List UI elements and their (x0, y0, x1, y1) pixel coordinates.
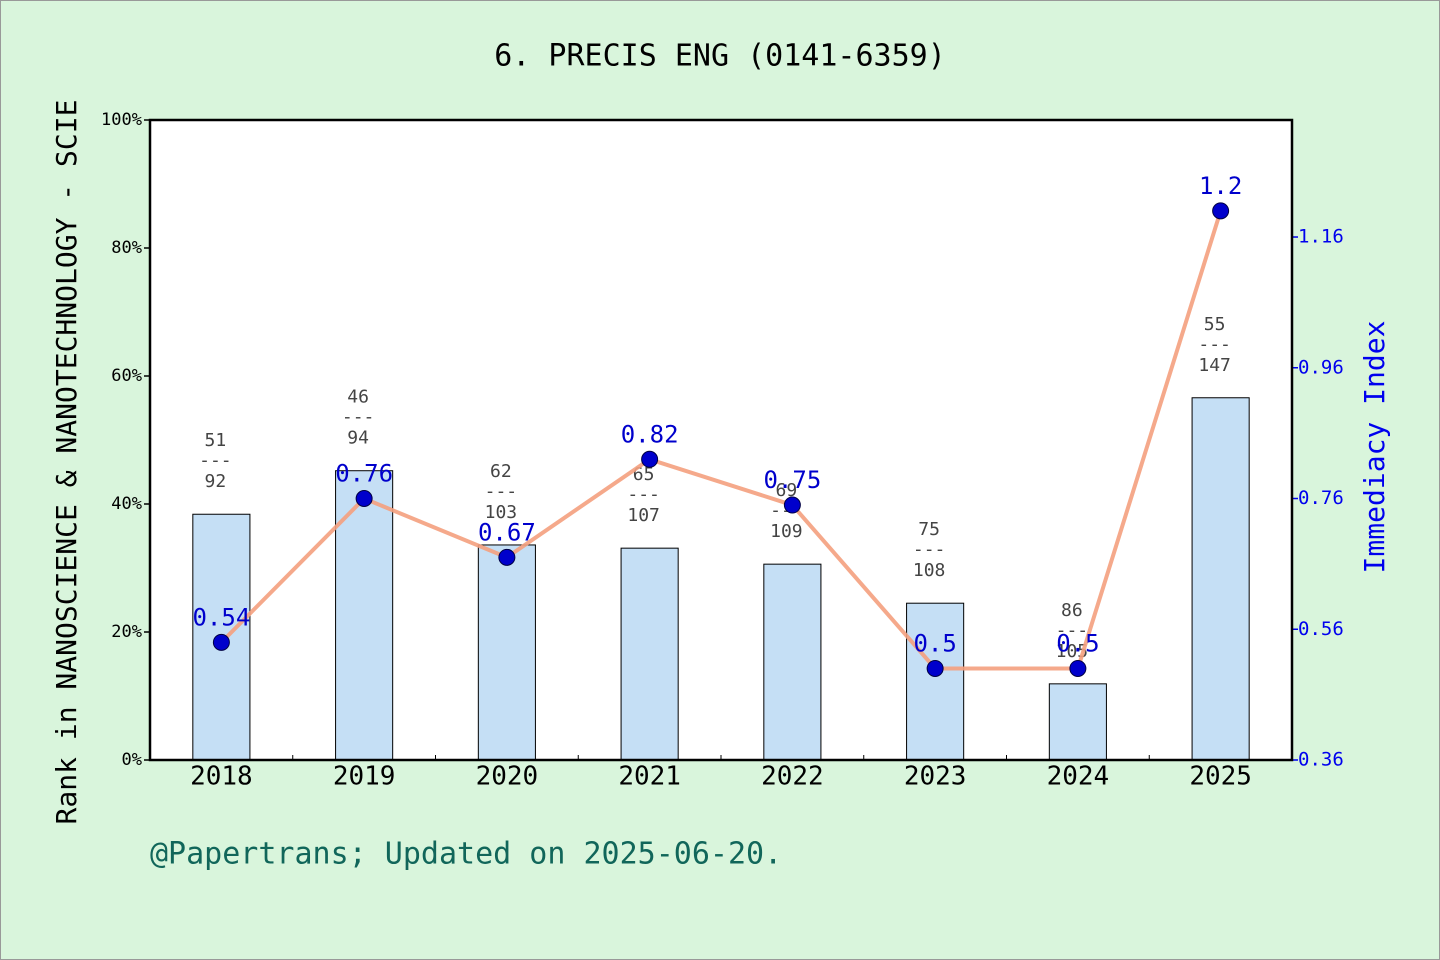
x-tick-label: 2020 (476, 762, 539, 792)
y-tick-label: 100% (101, 110, 142, 130)
bar (477, 544, 536, 761)
plot-frame (148, 118, 1294, 762)
rank-separator: --- (199, 450, 232, 471)
line-marker (1212, 202, 1230, 220)
chart-title: 6. PRECIS ENG (0141-6359) (494, 39, 946, 74)
y2-tick-label: 1.16 (1298, 226, 1344, 248)
bar (1048, 683, 1107, 761)
y2-axis-label: Immediacy Index (1358, 321, 1391, 574)
total-label: 108 (913, 560, 946, 581)
y-tick-label: 80% (111, 238, 142, 258)
line-marker (498, 548, 516, 566)
line-marker (641, 450, 659, 468)
x-tick-label: 2025 (1189, 762, 1252, 792)
total-label: 103 (485, 502, 518, 523)
line-marker (212, 633, 230, 651)
value-label: 0.5 (1056, 629, 1099, 657)
rank-separator: --- (913, 539, 946, 560)
rank-separator: --- (1198, 334, 1231, 355)
plot-area (150, 120, 1292, 760)
rank-separator: --- (342, 407, 375, 428)
line-marker (1069, 659, 1087, 677)
bar (335, 470, 394, 761)
value-label: 1.2 (1199, 172, 1242, 200)
rank-separator: --- (485, 481, 518, 502)
line-marker (926, 659, 944, 677)
x-tick-label: 2023 (904, 762, 967, 792)
y-tick-label: 60% (111, 366, 142, 386)
bar (763, 563, 822, 761)
rank-label: 86 (1061, 600, 1083, 621)
footer: @Papertrans; Updated on 2025-06-20. (150, 837, 782, 872)
y2-tick-label: 0.56 (1298, 618, 1344, 640)
value-label: 0.75 (763, 466, 821, 494)
y-tick-label: 20% (111, 622, 142, 642)
total-label: 92 (205, 471, 227, 492)
value-label: 0.82 (621, 420, 679, 448)
bar (1191, 397, 1250, 761)
line-marker (783, 496, 801, 514)
rank-separator: --- (627, 484, 660, 505)
total-label: 109 (770, 521, 803, 542)
rank-label: 51 (205, 430, 227, 451)
rank-label: 69 (776, 480, 798, 501)
total-label: 147 (1198, 355, 1231, 376)
line (219, 210, 1223, 671)
value-label: 0.54 (192, 603, 250, 631)
total-label: 94 (347, 428, 369, 449)
bar (620, 547, 679, 761)
y-tick-label: 40% (111, 494, 142, 514)
x-tick-label: 2021 (618, 762, 681, 792)
rank-label: 75 (918, 519, 940, 540)
y2-tick-label: 0.36 (1298, 749, 1344, 771)
rank-label: 55 (1204, 314, 1226, 335)
y2-tick-label: 0.76 (1298, 487, 1344, 509)
total-label: 107 (627, 505, 660, 526)
bar (906, 602, 965, 761)
y-tick-label: 0% (122, 750, 142, 770)
x-tick-label: 2024 (1047, 762, 1110, 792)
x-tick-label: 2018 (190, 762, 253, 792)
value-label: 0.76 (335, 460, 393, 488)
rank-label: 62 (490, 461, 512, 482)
x-tick-label: 2019 (333, 762, 396, 792)
rank-label: 46 (347, 387, 369, 408)
y-axis-label: Rank in NANOSCIENCE & NANOTECHNOLOGY - S… (50, 100, 83, 825)
rank-separator: --- (1056, 620, 1089, 641)
y2-tick-label: 0.96 (1298, 356, 1344, 378)
x-tick-label: 2022 (761, 762, 824, 792)
value-label: 0.67 (478, 518, 536, 546)
value-label: 0.5 (913, 629, 956, 657)
line-marker (355, 490, 373, 508)
